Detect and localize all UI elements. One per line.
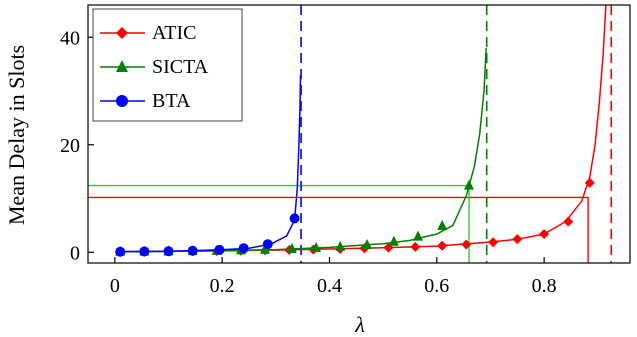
bta-point-2 <box>163 246 174 257</box>
sicta-point-9 <box>335 240 346 251</box>
sicta-point-12 <box>413 230 424 241</box>
bta-point-7 <box>289 213 300 224</box>
sicta-point-8 <box>311 241 322 252</box>
legend-swatch-marker-sicta <box>116 60 128 72</box>
sicta-point-6 <box>260 243 271 254</box>
sicta-point-7 <box>286 243 297 254</box>
legend-label-sicta: SICTA <box>152 56 209 78</box>
atic-point-13 <box>437 240 448 251</box>
y-tick-label: 40 <box>60 27 80 49</box>
x-tick-label: 0.8 <box>532 275 557 297</box>
legend-swatch-marker-bta <box>116 95 128 107</box>
legend: ATIC SICTA BTA <box>92 8 243 122</box>
legend-swatch-marker-atic <box>116 27 128 39</box>
atic-point-18 <box>563 216 574 227</box>
x-axis-label: λ <box>354 312 365 337</box>
atic-point-19 <box>584 177 595 188</box>
axis-layer: 0 0.2 0.4 0.6 0.8 0 20 40 <box>60 27 557 297</box>
sicta-point-13 <box>437 219 448 230</box>
atic-point-17 <box>539 228 550 239</box>
bta-point-0 <box>115 246 126 257</box>
bta-point-1 <box>139 246 150 257</box>
legend-label-atic: ATIC <box>152 22 196 44</box>
sicta-point-11 <box>388 235 399 246</box>
sicta-series-line <box>120 47 487 253</box>
plot-frame <box>87 4 631 264</box>
bta-point-4 <box>214 244 225 255</box>
atic-point-15 <box>488 237 499 248</box>
legend-swatches <box>100 27 145 107</box>
bta-point-5 <box>238 243 249 254</box>
atic-point-16 <box>512 234 523 245</box>
y-tick-label: 20 <box>60 135 80 157</box>
x-tick-label: 0 <box>110 275 120 297</box>
x-tick-label: 0.2 <box>210 275 235 297</box>
legend-label-bta: BTA <box>152 90 191 112</box>
y-tick-label: 0 <box>70 242 80 264</box>
x-tick-label: 0.6 <box>424 275 449 297</box>
atic-point-14 <box>461 239 472 250</box>
plot-layer <box>88 4 613 263</box>
y-axis-label: Mean Delay in Slots <box>4 45 29 225</box>
bta-point-6 <box>262 239 273 250</box>
bta-point-3 <box>187 245 198 256</box>
atic-point-12 <box>410 241 421 252</box>
sicta-point-14 <box>464 179 475 190</box>
bta-series-line <box>120 74 302 253</box>
x-tick-label: 0.4 <box>317 275 342 297</box>
sicta-point-10 <box>362 238 373 249</box>
